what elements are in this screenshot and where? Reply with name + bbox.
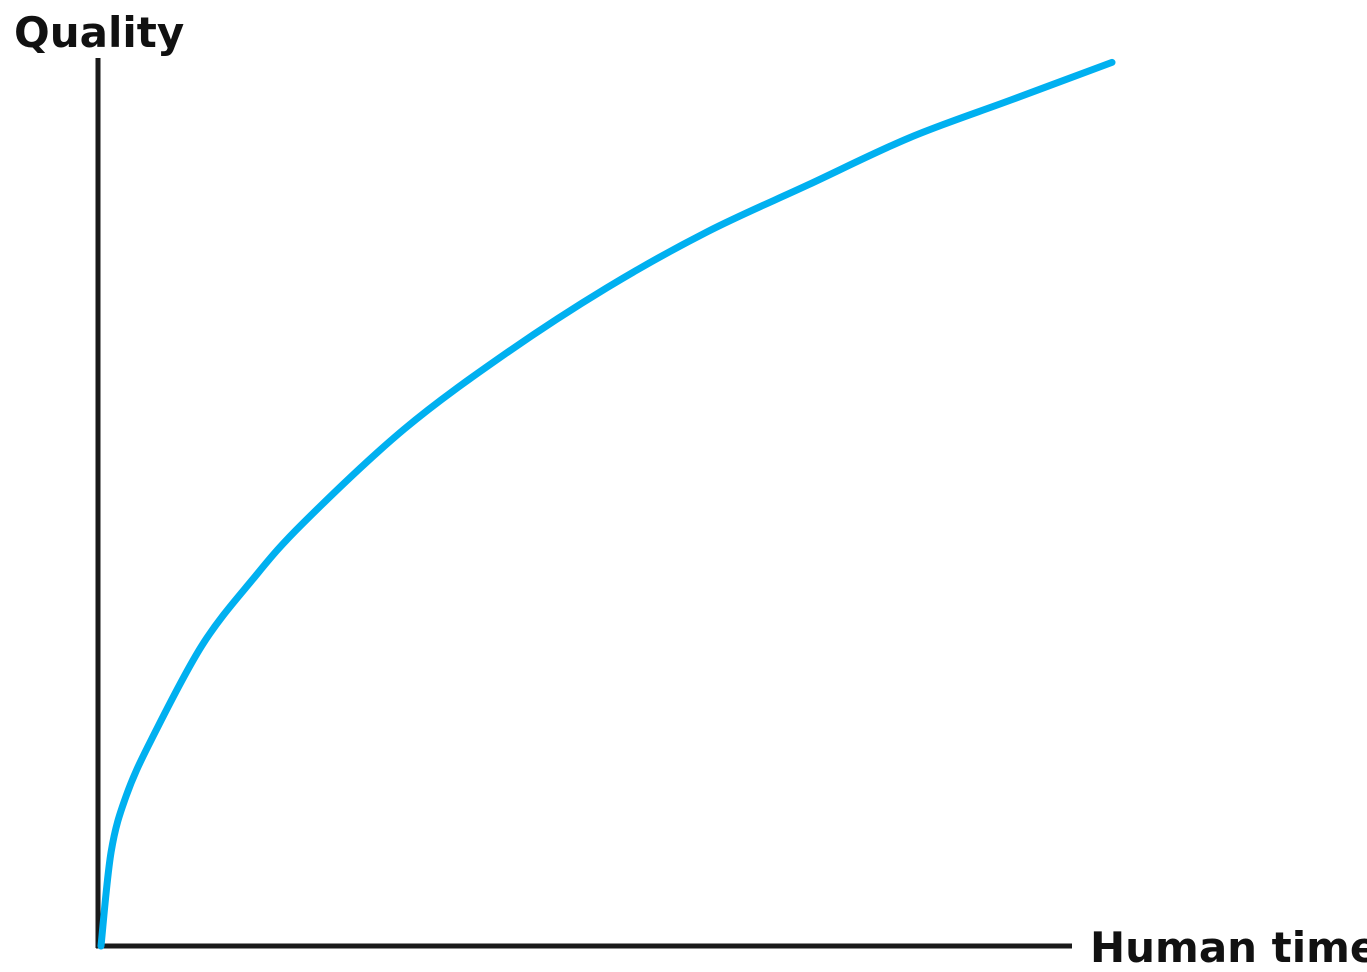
series-line-0: [97, 58, 1116, 950]
x-axis-title: Human time: [1090, 923, 1367, 972]
y-axis-title: Quality: [14, 8, 185, 57]
series-layer: [97, 58, 1116, 950]
